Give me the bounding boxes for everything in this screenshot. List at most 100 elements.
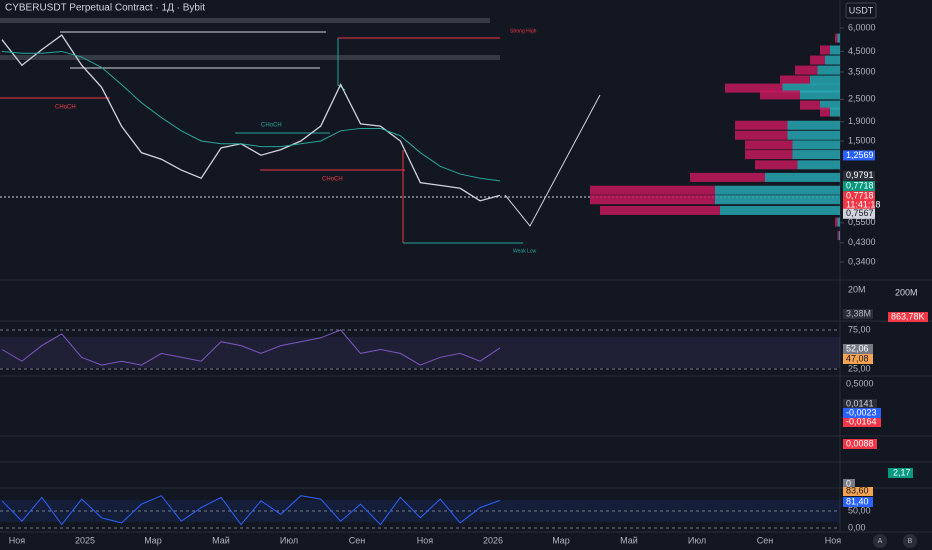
label-box xyxy=(843,479,855,489)
volume-profile-bar xyxy=(755,160,840,170)
stoch-label: 81,40 xyxy=(846,496,869,506)
x-tick-label: Май xyxy=(620,535,638,545)
zone xyxy=(0,18,490,23)
price-label-box xyxy=(843,191,875,211)
countdown: 11:41:18 xyxy=(846,200,880,210)
x-tick-label: Сен xyxy=(757,535,774,545)
y-tick-label: 3,5000 xyxy=(848,66,876,76)
volume-overlay: 200M xyxy=(895,287,918,297)
label-box xyxy=(843,344,873,354)
annotation: CHoCH xyxy=(322,177,343,183)
x-tick-label: Мар xyxy=(552,535,570,545)
x-tick-label: Июл xyxy=(280,535,298,545)
x-tick-label: 2026 xyxy=(483,535,503,545)
obv-label: 2,17 xyxy=(893,467,911,477)
volume-tick: 20M xyxy=(848,284,866,294)
x-tick-label: Июл xyxy=(688,535,706,545)
x-tick-label: Ноя xyxy=(9,535,26,545)
label-box xyxy=(843,309,873,319)
volume-profile-bar xyxy=(590,185,840,195)
label-box xyxy=(843,487,873,496)
chart-title: CYBERUSDT Perpetual Contract · 1Д · Bybi… xyxy=(5,3,205,14)
macd-label: -0,0023 xyxy=(846,407,877,417)
price-label: 0,7718 xyxy=(846,191,874,201)
y-tick-label: 50,00 xyxy=(848,505,871,515)
pane-separators xyxy=(0,279,932,533)
y-tick-label: 75,00 xyxy=(848,324,871,334)
volume-profile-bar xyxy=(690,172,840,182)
rsi-line xyxy=(1,329,501,366)
annotation: Strong High xyxy=(510,28,537,34)
obv-label: 0 xyxy=(846,478,851,488)
x-tick-label: Ноя xyxy=(825,535,842,545)
volume-profile-bar xyxy=(590,195,840,205)
y-tick-label: 2,5000 xyxy=(848,94,876,104)
price-line xyxy=(1,34,501,202)
label-box xyxy=(843,418,881,427)
zone xyxy=(0,55,500,60)
volume-profile-bar xyxy=(745,150,840,160)
x-tick-label: Ноя xyxy=(417,535,434,545)
volume-profile-bar xyxy=(745,140,840,150)
volume-profile-bar xyxy=(735,120,840,130)
volume-profile-bar xyxy=(810,55,840,65)
volume-profile-bar xyxy=(835,217,840,227)
x-tick-label: Май xyxy=(212,535,230,545)
annotation: CHoCH xyxy=(261,123,282,129)
volume-profile-bar xyxy=(837,231,840,241)
rsi-label: 52,06 xyxy=(846,343,869,353)
y-tick-label: 1,9000 xyxy=(848,116,876,126)
y-tick-label: 4,5000 xyxy=(848,46,876,56)
rsi-band xyxy=(0,337,840,368)
label-box xyxy=(843,497,873,507)
volume-overlay: 863,78K xyxy=(891,311,925,321)
stoch-line xyxy=(1,495,501,526)
macd-label: -0,0164 xyxy=(846,416,877,426)
histogram-label: 0,0088 xyxy=(846,438,874,448)
button-label[interactable]: A xyxy=(878,538,883,545)
price-label-box xyxy=(843,170,875,181)
macd-label: 0,0141 xyxy=(846,398,874,408)
y-tick-label: 1,5000 xyxy=(848,135,876,145)
y-tick-label: 0,3400 xyxy=(848,256,876,266)
volume-profile-bar xyxy=(780,75,840,85)
price-label: 1,2569 xyxy=(846,150,874,160)
x-tick-label: Сен xyxy=(349,535,366,545)
y-tick-label: 0,4300 xyxy=(848,237,876,247)
currency[interactable]: USDT xyxy=(849,5,874,15)
price-label-box xyxy=(843,208,875,219)
price-label-box xyxy=(843,150,875,161)
ema-line xyxy=(1,50,501,182)
volume-profile-bar xyxy=(835,33,840,43)
button-label[interactable]: B xyxy=(908,538,913,545)
label-box xyxy=(888,312,928,322)
label-box xyxy=(843,439,877,449)
price-label-box xyxy=(843,181,875,192)
label-box xyxy=(843,408,881,418)
volume-profile-bar xyxy=(735,130,840,140)
x-tick-label: Мар xyxy=(144,535,162,545)
y-tick-label: 25,00 xyxy=(848,363,871,373)
annotation: Weak Low xyxy=(513,248,537,254)
price-label: 0,7718 xyxy=(846,181,874,191)
x-tick-label: 2025 xyxy=(75,535,95,545)
currency-box[interactable] xyxy=(845,2,877,19)
volume-profile-bar xyxy=(800,100,840,110)
volume-profile-bar xyxy=(820,45,840,55)
stoch-label: 83,60 xyxy=(846,485,869,495)
button[interactable] xyxy=(873,534,887,548)
button[interactable] xyxy=(903,534,917,548)
projection xyxy=(504,94,601,227)
macd-label: 0,5000 xyxy=(846,378,874,388)
y-tick-label: 0,00 xyxy=(848,522,866,532)
label-box xyxy=(843,354,873,364)
label-box xyxy=(888,468,913,478)
y-tick-label: 6,0000 xyxy=(848,22,876,32)
label-box xyxy=(843,399,877,409)
price-label: 0,9791 xyxy=(846,170,874,180)
price-label: 0,7567 xyxy=(846,208,874,218)
volume-profile-bar xyxy=(600,205,840,215)
rsi-label: 47,08 xyxy=(846,353,869,363)
volume-profile-bar xyxy=(725,83,840,93)
